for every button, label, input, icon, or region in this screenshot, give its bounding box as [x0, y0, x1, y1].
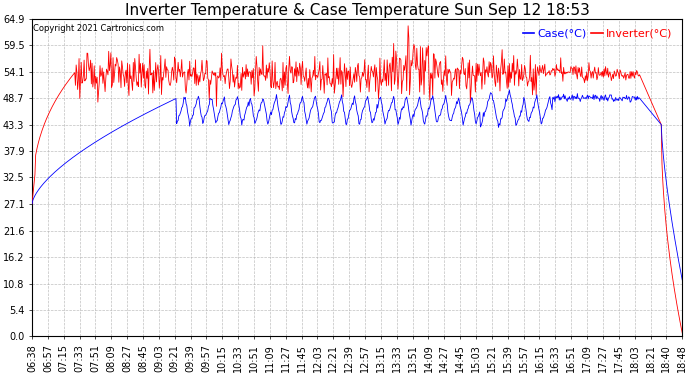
Legend: Case(°C), Inverter(°C): Case(°C), Inverter(°C) — [519, 24, 677, 44]
Title: Inverter Temperature & Case Temperature Sun Sep 12 18:53: Inverter Temperature & Case Temperature … — [125, 3, 589, 18]
Text: Copyright 2021 Cartronics.com: Copyright 2021 Cartronics.com — [33, 24, 164, 33]
